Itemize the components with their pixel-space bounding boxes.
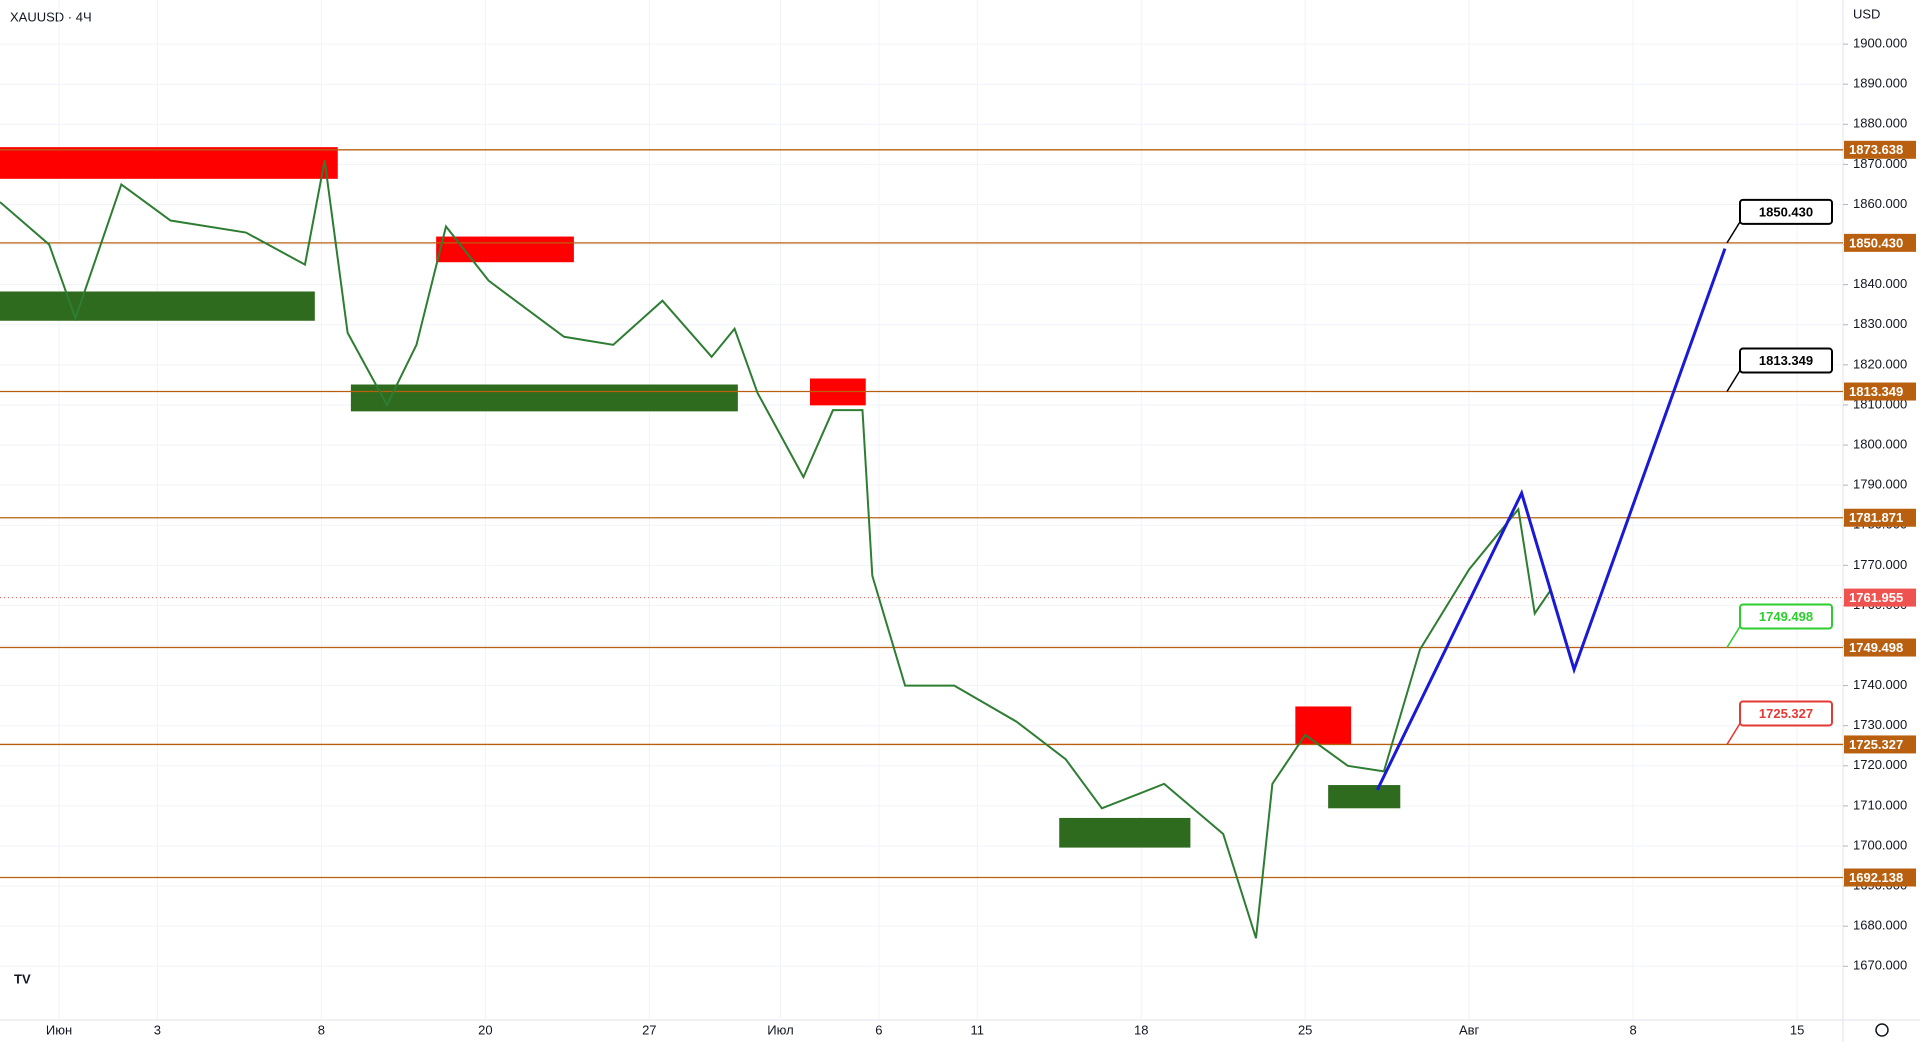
x-tick-label: 20 [478, 1022, 492, 1037]
settings-icon[interactable] [1875, 1023, 1889, 1037]
y-tick-label: 1840.000 [1853, 276, 1907, 291]
callout-label: 1725.327 [1759, 706, 1813, 721]
last-price-label: 1761.955 [1849, 590, 1903, 605]
last-price-bg [1844, 588, 1916, 607]
x-tick-label: 27 [642, 1022, 656, 1037]
y-tick-label: 1680.000 [1853, 918, 1907, 933]
level-label-bg [1844, 638, 1916, 657]
level-label: 1781.871 [1849, 510, 1903, 525]
currency[interactable]: USD [1853, 6, 1880, 21]
x-tick-label: 6 [875, 1022, 882, 1037]
projection-line [1375, 248, 1727, 791]
y-tick-label: 1720.000 [1853, 757, 1907, 772]
svg-text:TV: TV [14, 971, 31, 986]
symbol-title[interactable]: XAUUSD · 4Ч [10, 9, 92, 24]
x-tick-label: 18 [1134, 1022, 1148, 1037]
zone [0, 291, 315, 321]
x-tick-label: 3 [154, 1022, 161, 1037]
y-tick-label: 1830.000 [1853, 316, 1907, 331]
tv-logo: TV [12, 968, 42, 990]
level-label-bg [1844, 508, 1916, 527]
level-label: 1692.138 [1849, 870, 1903, 885]
x-tick-label: Июл [767, 1022, 793, 1037]
y-tick-label: 1860.000 [1853, 196, 1907, 211]
y-tick-label: 1710.000 [1853, 797, 1907, 812]
y-tick-label: 1670.000 [1853, 958, 1907, 973]
zone [1328, 785, 1401, 809]
x-tick-label: Авг [1459, 1022, 1480, 1037]
y-tick-label: 1870.000 [1853, 156, 1907, 171]
callout-label: 1850.430 [1759, 204, 1813, 219]
x-tick-label: Июн [46, 1022, 72, 1037]
y-tick-label: 1790.000 [1853, 477, 1907, 492]
callout-leader [1726, 626, 1741, 648]
y-tick-label: 1880.000 [1853, 116, 1907, 131]
callout-leader [1726, 370, 1741, 392]
callout-box [1739, 700, 1833, 727]
level-label: 1725.327 [1849, 737, 1903, 752]
callout-label: 1813.349 [1759, 353, 1813, 368]
level-label: 1749.498 [1849, 640, 1903, 655]
level-label-bg [1844, 140, 1916, 159]
price-line [0, 160, 1552, 939]
callout-box [1739, 603, 1833, 630]
zone [436, 236, 574, 263]
zone [1059, 817, 1191, 848]
y-tick-label: 1890.000 [1853, 76, 1907, 91]
level-label: 1813.349 [1849, 384, 1903, 399]
level-label-bg [1844, 382, 1916, 401]
zone [350, 384, 738, 412]
y-tick-label: 1820.000 [1853, 356, 1907, 371]
callout-box [1739, 347, 1833, 374]
x-tick-label: 8 [1630, 1022, 1637, 1037]
zone [0, 147, 338, 179]
y-tick-label: 1740.000 [1853, 677, 1907, 692]
level-label-bg [1844, 735, 1916, 754]
level-label-bg [1844, 868, 1916, 887]
level-label: 1850.430 [1849, 235, 1903, 250]
y-tick-label: 1770.000 [1853, 557, 1907, 572]
x-tick-label: 8 [318, 1022, 325, 1037]
y-tick-label: 1730.000 [1853, 717, 1907, 732]
x-tick-label: 11 [970, 1022, 984, 1037]
y-tick-label: 1900.000 [1853, 36, 1907, 51]
callout-box [1739, 198, 1833, 225]
callout-leader [1726, 221, 1741, 244]
zone [1295, 706, 1352, 745]
y-tick-label: 1700.000 [1853, 837, 1907, 852]
level-label-bg [1844, 233, 1916, 252]
callout-label: 1749.498 [1759, 609, 1813, 624]
x-tick-label: 15 [1790, 1022, 1804, 1037]
level-label: 1873.638 [1849, 142, 1903, 157]
y-tick-label: 1800.000 [1853, 436, 1907, 451]
callout-leader [1726, 723, 1741, 745]
x-tick-label: 25 [1298, 1022, 1312, 1037]
